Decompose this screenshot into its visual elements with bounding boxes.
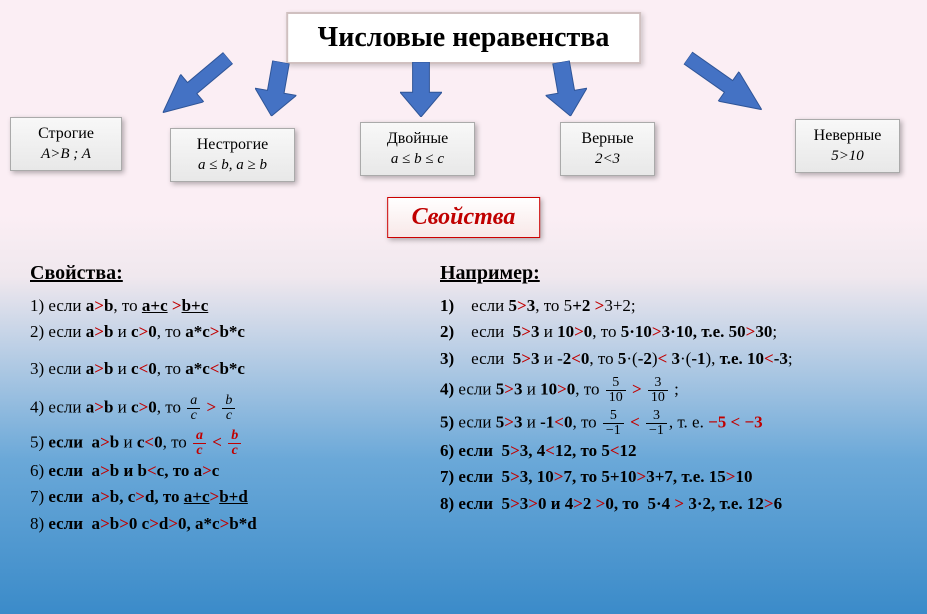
properties-header: Свойства: [30,258,430,289]
category-double: Двойныеa ≤ b ≤ c [360,122,475,176]
category-true: Верные2<3 [560,122,655,176]
example-row: 8) если 5>3>0 и 4>2 >0, то 5·4 > 3·2, т.… [440,491,910,517]
example-row: 4) если 5>3 и 10>0, то 510 > 310 ; [440,376,910,405]
property-row: 6) если a>b и b<c, то a>c [30,458,430,484]
category-label: Верные [573,129,642,150]
properties-list: 1) если a>b, то a+c >b+c2) если a>b и c>… [30,293,430,537]
examples-list: 1) если 5>3, то 5+2 >3+2;2) если 5>3 и 1… [440,293,910,517]
category-formula: 2<3 [573,150,642,170]
property-row: 3) если a>b и c<0, то a*c<b*c [30,356,430,382]
example-row: 7) если 5>3, 10>7, то 5+10>3+7, т.е. 15>… [440,464,910,490]
category-nonstrict: Нестрогиеa ≤ b, a ≥ b [170,128,295,182]
properties-heading-box: Свойства [387,197,541,238]
property-row: 8) если a>b>0 c>d>0, a*c>b*d [30,511,430,537]
main-title: Числовые неравенства [286,12,642,64]
category-label: Нестрогие [183,135,282,156]
properties-column: Свойства: 1) если a>b, то a+c >b+c2) есл… [30,258,430,537]
example-row: 2) если 5>3 и 10>0, то 5·10>3·10, т.е. 5… [440,319,910,345]
examples-column: Например: 1) если 5>3, то 5+2 >3+2;2) ес… [440,258,910,517]
category-label: Двойные [373,129,462,150]
category-label: Неверные [808,126,887,147]
property-row: 2) если a>b и c>0, то a*c>b*c [30,319,430,345]
example-row: 1) если 5>3, то 5+2 >3+2; [440,293,910,319]
flow-arrow [670,58,706,148]
property-row: 7) если a>b, c>d, то a+c>b+d [30,484,430,510]
category-formula: 5>10 [808,147,887,167]
examples-header: Например: [440,258,910,289]
property-row: 4) если a>b и c>0, то ac > bc [30,394,430,423]
flow-arrow [260,62,302,117]
example-row: 3) если 5>3 и -2<0, то 5·(-2)< 3·(-1), т… [440,346,910,372]
example-row: 6) если 5>3, 4<12, то 5<12 [440,438,910,464]
category-label: Строгие [23,124,109,145]
category-formula: a ≤ b, a ≥ b [183,156,282,176]
example-row: 5) если 5>3 и -1<0, то 5−1 < 3−1, т. е. … [440,409,910,438]
category-strict: СтрогиеA>B ; A [10,117,122,171]
flow-arrow [540,62,582,117]
category-false: Неверные5>10 [795,119,900,173]
category-formula: A>B ; A [23,145,109,165]
properties-heading: Свойства [412,204,516,230]
property-row: 5) если a>b и c<0, то ac < bc [30,429,430,458]
flow-arrow [400,62,442,117]
category-formula: a ≤ b ≤ c [373,150,462,170]
property-row: 1) если a>b, то a+c >b+c [30,293,430,319]
